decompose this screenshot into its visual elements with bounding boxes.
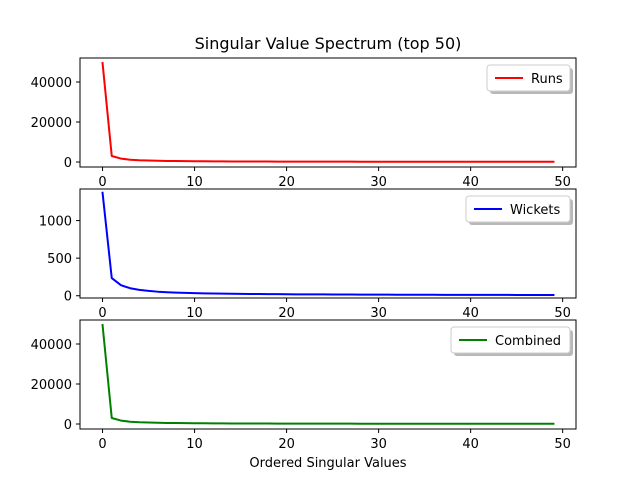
x-tick-label: 0 [98, 175, 106, 190]
legend-box [450, 326, 571, 354]
panel-combined: 0 10 20 30 40 50 0 20000 40000 Combined [31, 319, 577, 452]
y-tick-label: 40000 [31, 338, 72, 353]
y-tick-label: 0 [64, 156, 72, 171]
x-tick-label: 0 [98, 437, 106, 452]
legend-label-combined: Combined [495, 334, 561, 349]
axes-frame [79, 319, 577, 430]
x-tick-label: 40 [462, 175, 479, 190]
x-tick-label: 30 [370, 306, 387, 321]
y-tick-label: 20000 [31, 378, 72, 393]
x-axis-label: Ordered Singular Values [249, 456, 406, 471]
x-tick-label: 40 [462, 437, 479, 452]
chart-title: Singular Value Spectrum (top 50) [195, 34, 462, 53]
x-tick-label: 50 [554, 175, 571, 190]
legend-combined: Combined [450, 326, 573, 356]
y-tick-label: 40000 [31, 76, 72, 91]
panel-runs: 0 10 20 30 40 50 0 20000 40000 Runs [31, 57, 577, 190]
y-tick-label: 20000 [31, 116, 72, 131]
y-tick-label: 500 [47, 252, 72, 267]
x-tick-label: 10 [186, 437, 203, 452]
axes-frame [79, 57, 577, 168]
legend-label-runs: Runs [531, 72, 563, 87]
y-tick-label: 0 [64, 418, 72, 433]
series-line-wickets [101, 191, 555, 296]
y-tick-label: 0 [64, 290, 72, 305]
legend-label-wickets: Wickets [510, 203, 560, 218]
legend-box [486, 64, 571, 92]
x-tick-label: 50 [554, 306, 571, 321]
x-tick-label: 20 [278, 175, 295, 190]
x-tick-label: 10 [186, 175, 203, 190]
x-tick-label: 40 [462, 306, 479, 321]
axes-frame [79, 188, 577, 299]
x-tick-label: 20 [278, 306, 295, 321]
x-tick-label: 30 [370, 437, 387, 452]
legend-wickets: Wickets [465, 195, 573, 225]
series-line-runs [101, 61, 555, 163]
x-tick-label: 20 [278, 437, 295, 452]
legend-runs: Runs [486, 64, 573, 94]
y-tick-label: 1000 [39, 215, 72, 230]
x-tick-label: 10 [186, 306, 203, 321]
x-tick-label: 30 [370, 175, 387, 190]
x-tick-label: 50 [554, 437, 571, 452]
series-line-combined [101, 323, 555, 425]
legend-box [465, 195, 571, 223]
x-tick-label: 0 [98, 306, 106, 321]
